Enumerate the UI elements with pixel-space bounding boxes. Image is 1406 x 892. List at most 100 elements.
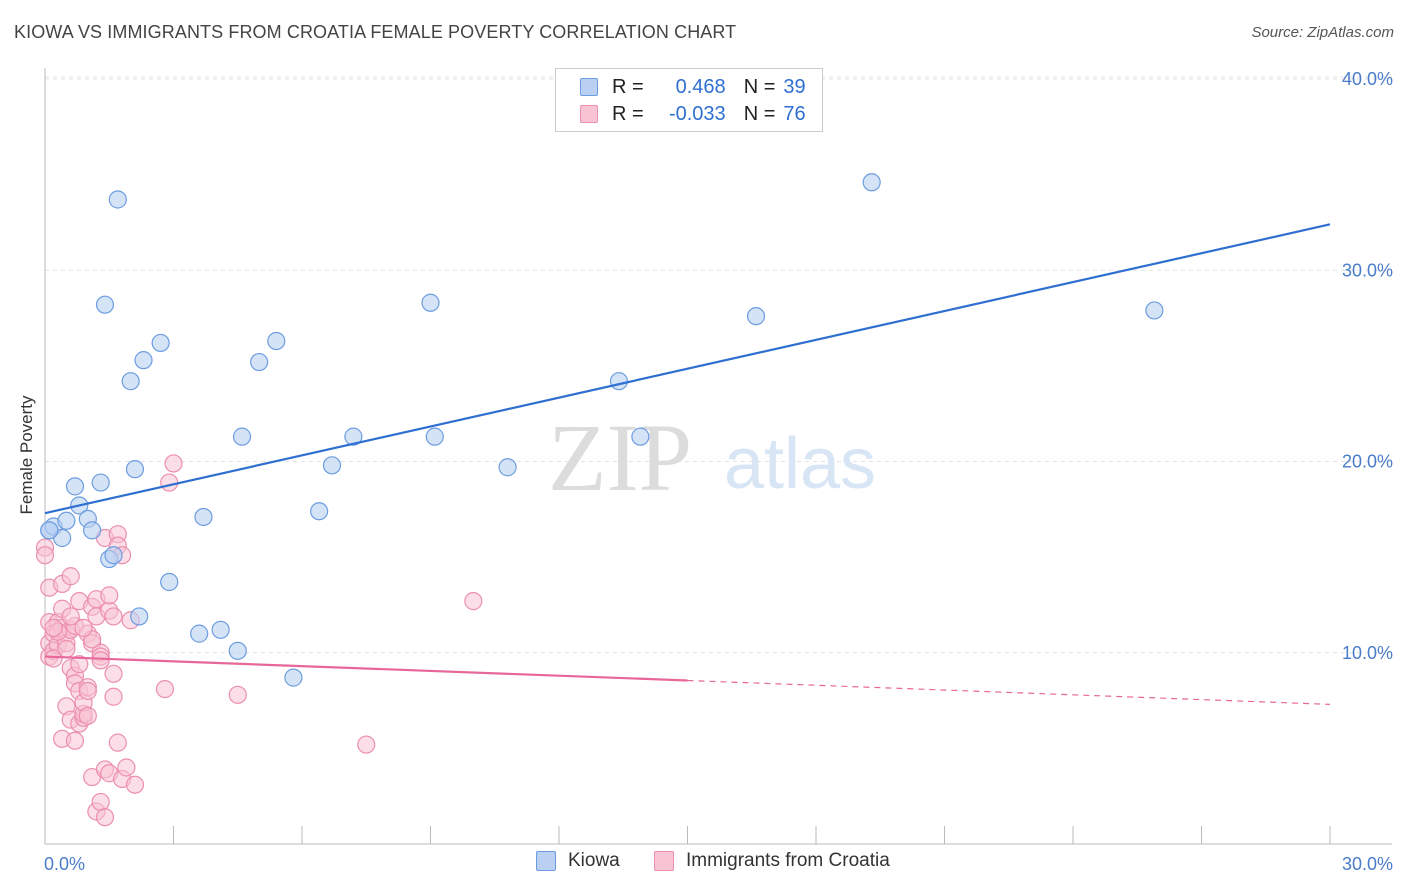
legend-n-value: 39 (783, 75, 806, 98)
y-tick-label: 40.0% (1342, 69, 1393, 89)
kiowa-point (609, 372, 629, 391)
croatia-point (228, 685, 247, 704)
croatia-trend-line (44, 655, 688, 682)
kiowa-point (194, 507, 213, 527)
kiowa-point (190, 624, 209, 643)
croatia-point (104, 607, 123, 626)
kiowa-point (498, 458, 517, 477)
legend-item-croatia: Immigrants from Croatia (654, 850, 890, 872)
croatia-point (357, 735, 376, 754)
kiowa-point (65, 477, 85, 496)
croatia-point (160, 473, 179, 492)
kiowa-point (91, 473, 110, 492)
kiowa-point (267, 331, 286, 351)
x-tick-labels: 0.0% 30.0% (44, 854, 1393, 874)
y-tick-labels: 10.0% 20.0% 30.0% 40.0% (1342, 69, 1393, 663)
kiowa-legend-swatch (536, 851, 556, 871)
kiowa-point (40, 521, 59, 540)
y-tick-label: 20.0% (1342, 452, 1393, 472)
x-tick-label: 0.0% (44, 854, 85, 874)
kiowa-trend-line (44, 223, 1331, 515)
legend-r-value: -0.033 (668, 102, 726, 125)
croatia-swatch (580, 105, 598, 123)
kiowa-point (108, 190, 127, 209)
legend-croatia-label: Immigrants from Croatia (686, 850, 890, 871)
legend-r-value: 0.468 (675, 75, 726, 98)
kiowa-point (104, 546, 123, 565)
kiowa-point (250, 352, 269, 372)
kiowa-point (160, 572, 179, 592)
kiowa-point (125, 460, 145, 479)
croatia-point (44, 618, 63, 637)
croatia-points (35, 454, 483, 827)
legend-n-label: N = (743, 75, 776, 98)
croatia-point (104, 687, 123, 706)
kiowa-point (83, 521, 102, 540)
grid-lines (45, 76, 1392, 654)
legend-r-label: R = (612, 75, 644, 98)
kiowa-point (421, 293, 440, 312)
legend-item-kiowa: Kiowa (536, 850, 620, 872)
watermark-atlas: atlas (724, 424, 876, 504)
croatia-point (117, 758, 136, 777)
kiowa-point (151, 333, 170, 353)
croatia-point (125, 775, 145, 794)
kiowa-point (425, 427, 444, 446)
croatia-point (35, 546, 55, 565)
kiowa-point (134, 351, 153, 370)
kiowa-point (95, 295, 115, 314)
croatia-point (78, 706, 97, 725)
kiowa-point (232, 427, 252, 446)
kiowa-point (211, 620, 230, 639)
legend-n-label: N = (743, 102, 776, 125)
croatia-point (57, 639, 76, 659)
croatia-legend-swatch (654, 851, 674, 871)
croatia-point (155, 679, 175, 699)
stats-legend: R = 0.468 N = 39 R = -0.033 N = 76 (555, 68, 823, 132)
source-label: Source: ZipAtlas.com (1251, 24, 1394, 41)
kiowa-point (344, 427, 363, 446)
watermark: ZIP atlas (548, 404, 876, 511)
kiowa-point (284, 668, 303, 687)
croatia-point (65, 731, 85, 750)
chart-title: KIOWA VS IMMIGRANTS FROM CROATIA FEMALE … (14, 22, 737, 42)
croatia-point (61, 567, 80, 586)
series-legend: Kiowa Immigrants from Croatia (0, 850, 1406, 878)
kiowa-point (322, 456, 342, 475)
legend-kiowa-label: Kiowa (568, 850, 620, 871)
kiowa-point (130, 607, 149, 626)
legend-row-croatia: R = -0.033 N = 76 (580, 101, 806, 127)
kiowa-point (862, 173, 881, 192)
croatia-point (95, 808, 115, 827)
y-axis-label: Female Poverty (17, 395, 36, 515)
croatia-point (44, 649, 63, 668)
croatia-point (108, 733, 127, 752)
croatia-point (91, 792, 110, 812)
kiowa-point (228, 641, 247, 660)
kiowa-point (746, 307, 766, 326)
kiowa-point (631, 427, 650, 446)
croatia-point (74, 618, 93, 637)
croatia-point (78, 681, 97, 701)
croatia-point (100, 586, 119, 605)
x-tick-label: 30.0% (1342, 854, 1393, 874)
watermark-zip: ZIP (548, 404, 692, 511)
axes (44, 68, 1392, 845)
croatia-point (104, 664, 123, 683)
trend-lines (44, 223, 1331, 705)
croatia-point (164, 454, 183, 473)
kiowa-swatch (580, 78, 598, 96)
kiowa-point (310, 502, 329, 521)
kiowa-point (121, 372, 140, 391)
legend-n-value: 76 (783, 102, 806, 125)
y-tick-label: 10.0% (1342, 643, 1393, 663)
croatia-point (91, 651, 110, 670)
legend-row-kiowa: R = 0.468 N = 39 (580, 74, 806, 100)
kiowa-point (1145, 301, 1164, 320)
croatia-point (70, 655, 89, 674)
kiowa-point (57, 511, 76, 530)
legend-r-label: R = (612, 102, 644, 125)
croatia-point (464, 592, 483, 611)
y-tick-label: 30.0% (1342, 260, 1393, 280)
